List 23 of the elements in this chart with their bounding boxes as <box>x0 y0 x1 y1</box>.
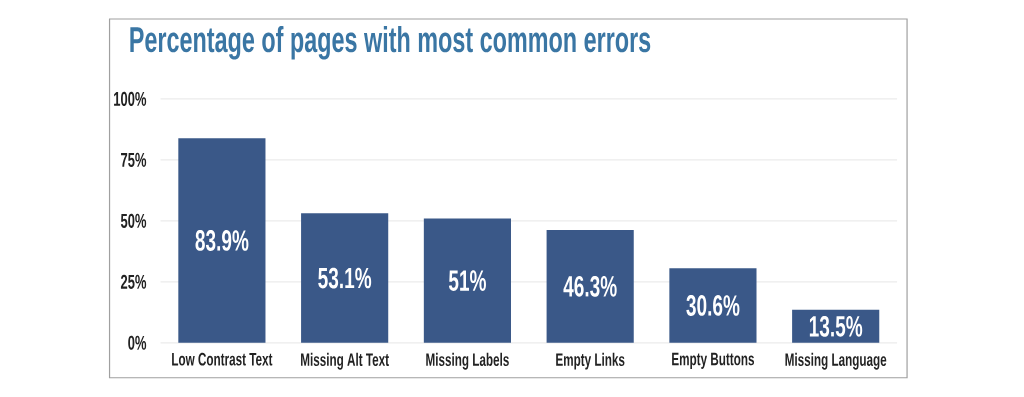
x-tick-label: Missing Labels <box>426 352 509 370</box>
y-tick-label: 100% <box>114 91 147 106</box>
data-label: 46.3% <box>563 275 617 297</box>
x-tick-label: Missing Alt Text <box>301 352 389 370</box>
x-tick-label: Missing Language <box>785 352 887 370</box>
bar <box>301 213 389 343</box>
bar <box>178 138 266 343</box>
y-tick-label: 75% <box>121 152 147 167</box>
y-tick-label: 50% <box>120 213 147 228</box>
y-tick-label: 0% <box>128 335 147 350</box>
data-label: 13.5% <box>809 315 863 337</box>
bar <box>423 218 511 343</box>
y-tick-label: 25% <box>120 274 147 289</box>
data-label: 83.9% <box>195 229 249 251</box>
data-label: 30.6% <box>686 294 740 316</box>
x-tick-label: Empty Links <box>556 352 625 370</box>
bar <box>546 229 634 343</box>
x-tick-label: Empty Buttons <box>672 352 755 369</box>
x-tick-label: Low Contrast Text <box>172 352 273 366</box>
data-label: 51% <box>448 270 486 291</box>
chart-title: Percentage of pages with most common errors <box>130 25 651 60</box>
bar <box>669 268 757 343</box>
data-label: 53.1% <box>318 267 372 289</box>
